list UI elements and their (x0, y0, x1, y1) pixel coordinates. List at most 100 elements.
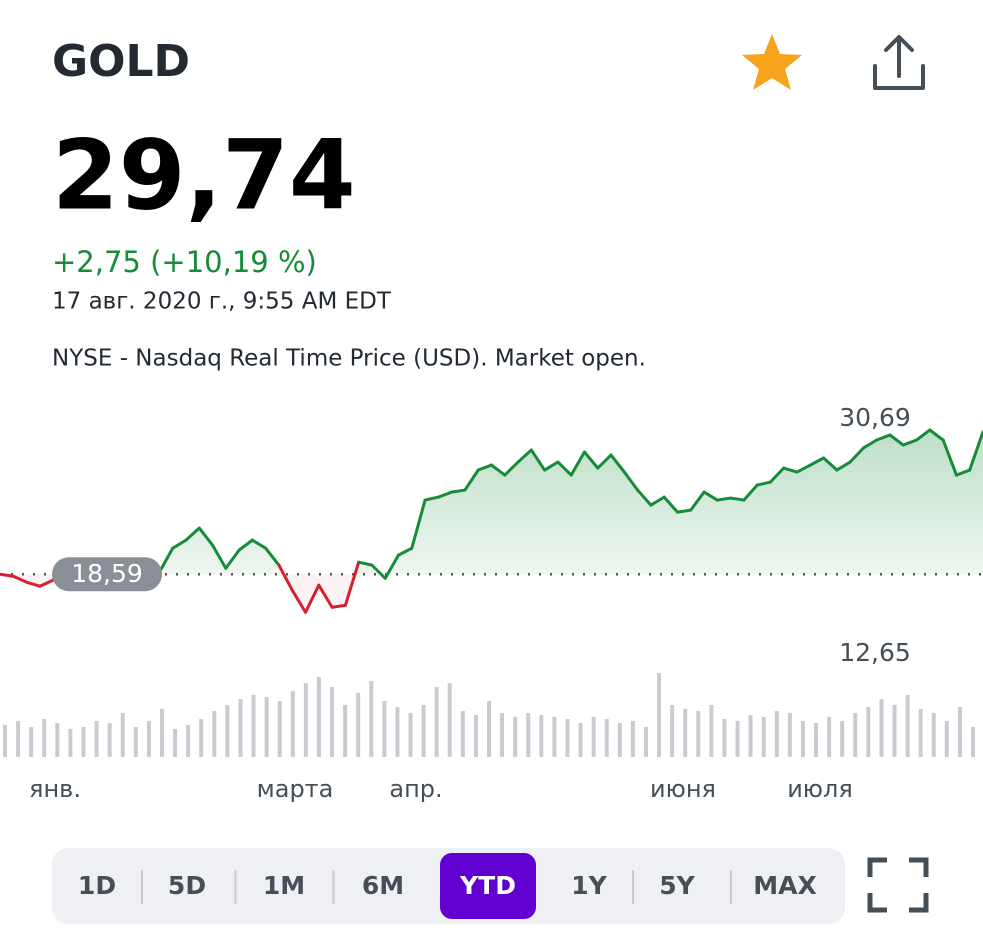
price-line (729, 496, 746, 502)
price-line (689, 490, 706, 512)
timestamp: 17 авг. 2020 г., 9:55 AM EDT (52, 289, 392, 315)
x-label: янв. (29, 775, 81, 803)
volume-bar (866, 707, 871, 757)
volume-bar (709, 705, 714, 757)
volume-bar (657, 673, 662, 757)
volume-bar (552, 717, 557, 757)
price-line (304, 583, 321, 614)
price-line (822, 456, 839, 472)
volume-bar (957, 707, 962, 757)
favorite-star[interactable] (742, 34, 802, 90)
volume-bar (905, 695, 910, 757)
volume-bar (761, 717, 766, 757)
volume-bar (159, 709, 164, 757)
baseline-label: 18,59 (71, 559, 143, 588)
price-line (768, 466, 786, 484)
volume-bar (748, 715, 753, 757)
volume-bar (578, 723, 583, 757)
share-icon[interactable] (873, 35, 925, 90)
volume-bar (55, 723, 60, 757)
range-button[interactable]: 1D (78, 871, 116, 900)
volume-bar (722, 719, 727, 757)
price-line (715, 496, 733, 502)
volume-bar (487, 701, 491, 757)
price-line (423, 495, 440, 502)
price-line (848, 446, 865, 464)
fullscreen-icon[interactable] (867, 857, 929, 913)
volume-bar (382, 701, 387, 757)
price-line (11, 574, 29, 584)
price-line (596, 453, 613, 470)
price-line (290, 588, 308, 614)
volume-bar (238, 699, 243, 757)
volume-bar (971, 727, 975, 757)
volume-bar (944, 721, 949, 757)
price-line (875, 433, 892, 442)
range-button[interactable]: 5D (168, 871, 206, 900)
range-button[interactable]: 1M (263, 871, 305, 900)
price-line (888, 433, 905, 447)
price-line (370, 563, 387, 580)
volume-bar (408, 713, 413, 757)
volume-bar (421, 705, 426, 757)
price-line (490, 463, 507, 477)
range-button[interactable]: YTD (459, 871, 516, 900)
volume-bar (146, 721, 151, 757)
volume-bar (774, 711, 779, 757)
price-line (317, 583, 334, 609)
volume-bar (356, 693, 361, 757)
range-button[interactable]: 1Y (571, 871, 607, 900)
low-label: 12,65 (839, 638, 911, 667)
price-line (463, 468, 480, 492)
price-line (636, 488, 653, 507)
x-label: июня (650, 775, 716, 803)
volume-bar (853, 713, 858, 757)
volume-bar (696, 711, 701, 757)
volume-bar (3, 725, 7, 757)
price-line (675, 508, 693, 514)
volume-bar (343, 705, 348, 757)
price-line (609, 453, 626, 474)
volume-bar (133, 727, 138, 757)
volume-bar (800, 721, 805, 757)
price-line (264, 546, 281, 567)
volume-bar (290, 691, 295, 757)
range-button[interactable]: 6M (362, 871, 404, 900)
volume-bar (827, 717, 832, 757)
baseline-pill (52, 557, 162, 592)
price-line (543, 460, 560, 472)
price-line (582, 450, 600, 470)
price-line (702, 490, 719, 502)
price-line (529, 448, 547, 472)
price-line (476, 463, 493, 472)
price-line (755, 480, 772, 487)
range-selected[interactable] (440, 853, 536, 919)
volume-bar (29, 727, 34, 757)
volume-bar (251, 695, 256, 757)
price-line (224, 548, 241, 570)
volume-bar (434, 687, 439, 757)
price-line (171, 538, 188, 550)
volume-bar (617, 723, 622, 757)
volume-bar (68, 729, 73, 757)
range-button[interactable]: MAX (753, 871, 817, 900)
volume-bar (526, 713, 531, 757)
volume-bar (591, 717, 596, 757)
volume-bar (94, 721, 99, 757)
range-button[interactable]: 5Y (659, 871, 695, 900)
x-label: марта (257, 775, 334, 803)
volume-bar (539, 715, 544, 757)
price-line (184, 526, 201, 542)
price: 29,74 (52, 119, 356, 231)
volume-bar (814, 723, 819, 757)
price-line (569, 450, 586, 477)
volume-bar (42, 719, 47, 757)
price-line (277, 563, 294, 592)
price-line (954, 468, 972, 477)
price-line (901, 438, 919, 447)
price-line (941, 438, 958, 477)
area-up (153, 430, 983, 574)
price-line (237, 538, 254, 552)
volume-bar (918, 709, 923, 757)
